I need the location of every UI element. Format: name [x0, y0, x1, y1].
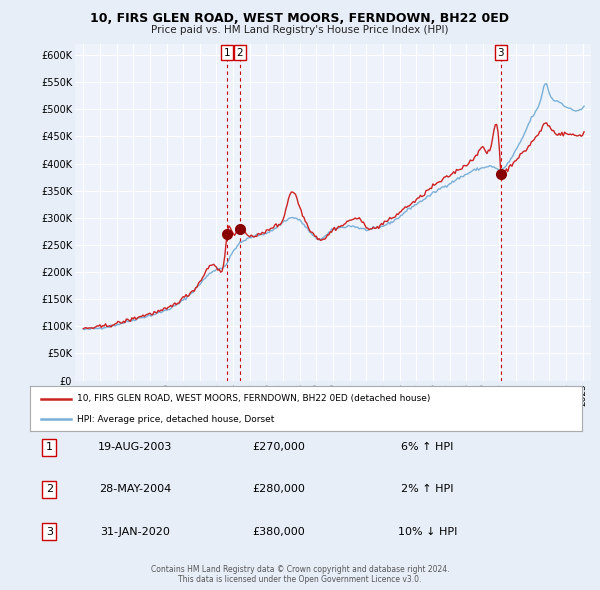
- Text: This data is licensed under the Open Government Licence v3.0.: This data is licensed under the Open Gov…: [178, 575, 422, 584]
- Text: 1: 1: [46, 442, 53, 453]
- Text: 3: 3: [497, 48, 504, 58]
- Text: 2: 2: [236, 48, 243, 58]
- Text: 2% ↑ HPI: 2% ↑ HPI: [401, 484, 454, 494]
- Text: 10, FIRS GLEN ROAD, WEST MOORS, FERNDOWN, BH22 0ED: 10, FIRS GLEN ROAD, WEST MOORS, FERNDOWN…: [91, 12, 509, 25]
- Text: 10% ↓ HPI: 10% ↓ HPI: [398, 526, 457, 536]
- Text: Price paid vs. HM Land Registry's House Price Index (HPI): Price paid vs. HM Land Registry's House …: [151, 25, 449, 35]
- Text: £280,000: £280,000: [252, 484, 305, 494]
- Text: 31-JAN-2020: 31-JAN-2020: [100, 526, 170, 536]
- Text: 1: 1: [224, 48, 230, 58]
- Text: Contains HM Land Registry data © Crown copyright and database right 2024.: Contains HM Land Registry data © Crown c…: [151, 565, 449, 573]
- Text: HPI: Average price, detached house, Dorset: HPI: Average price, detached house, Dors…: [77, 415, 274, 424]
- Text: £380,000: £380,000: [252, 526, 305, 536]
- Text: 28-MAY-2004: 28-MAY-2004: [99, 484, 171, 494]
- Text: 10, FIRS GLEN ROAD, WEST MOORS, FERNDOWN, BH22 0ED (detached house): 10, FIRS GLEN ROAD, WEST MOORS, FERNDOWN…: [77, 394, 430, 404]
- Text: 2: 2: [46, 484, 53, 494]
- Text: 3: 3: [46, 526, 53, 536]
- Text: £270,000: £270,000: [252, 442, 305, 453]
- Text: 6% ↑ HPI: 6% ↑ HPI: [401, 442, 454, 453]
- Text: 19-AUG-2003: 19-AUG-2003: [98, 442, 172, 453]
